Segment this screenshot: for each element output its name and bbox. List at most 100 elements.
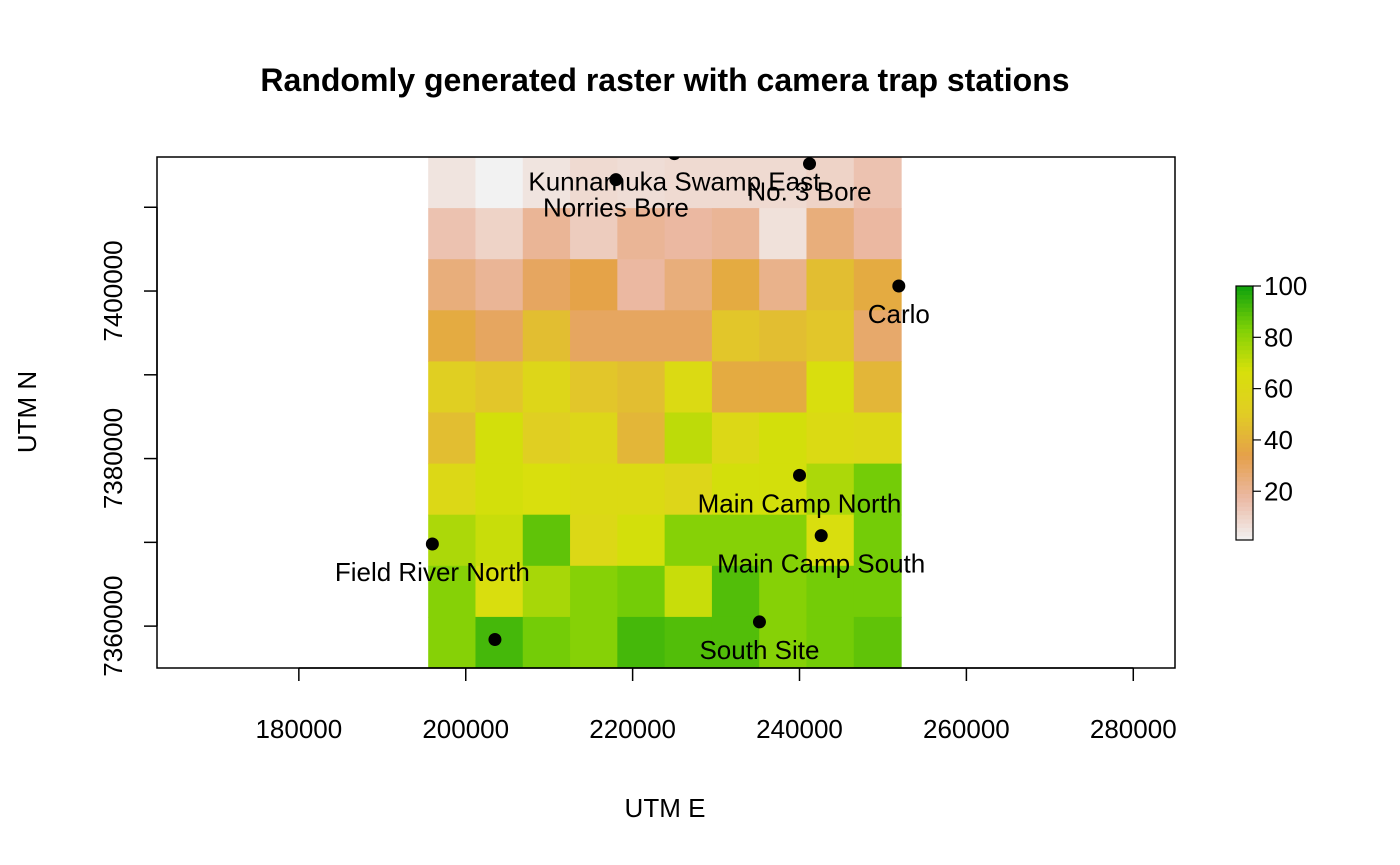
legend-color-step bbox=[1236, 421, 1253, 427]
raster-cell bbox=[522, 310, 571, 362]
raster-cell bbox=[570, 565, 618, 618]
raster-cell bbox=[617, 259, 666, 311]
raster-cell bbox=[664, 361, 713, 414]
raster-cell bbox=[806, 361, 855, 414]
legend-color-step bbox=[1236, 413, 1253, 418]
raster-cell bbox=[853, 412, 902, 465]
raster-cell bbox=[759, 310, 808, 362]
legend-color-step bbox=[1236, 396, 1253, 401]
station-point bbox=[892, 279, 906, 293]
legend-color-step bbox=[1236, 506, 1253, 511]
legend-color-step bbox=[1236, 480, 1253, 486]
color-legend: 20 40 60 80 100 bbox=[1235, 271, 1307, 541]
legend-color-step bbox=[1236, 319, 1253, 325]
x-tick-label: 220000 bbox=[589, 714, 676, 744]
x-axis-label: UTM E bbox=[625, 793, 706, 823]
legend-color-step bbox=[1236, 298, 1253, 304]
legend-color-step bbox=[1236, 404, 1253, 410]
raster-cell bbox=[475, 259, 524, 311]
legend-color-step bbox=[1236, 290, 1253, 296]
x-tick-label: 200000 bbox=[422, 714, 509, 744]
raster-cell bbox=[806, 514, 855, 567]
legend-color-step bbox=[1236, 336, 1253, 342]
legend-color-step bbox=[1236, 463, 1253, 469]
raster-cell bbox=[664, 412, 713, 465]
raster-cell bbox=[759, 565, 808, 618]
raster-cell bbox=[759, 361, 808, 414]
station-point bbox=[752, 615, 766, 629]
raster-cell bbox=[570, 310, 618, 362]
raster-cell bbox=[617, 157, 666, 209]
raster-cell bbox=[853, 157, 902, 209]
legend-color-step bbox=[1236, 425, 1253, 431]
raster-cell bbox=[806, 310, 855, 362]
legend-color-step bbox=[1236, 315, 1253, 321]
y-tick-label: 7360000 bbox=[98, 575, 128, 676]
raster-cell bbox=[806, 463, 855, 516]
raster-cell bbox=[617, 412, 666, 465]
raster-cell bbox=[428, 361, 477, 414]
raster-cell bbox=[570, 361, 618, 414]
raster-cell bbox=[617, 616, 666, 668]
raster-cell bbox=[711, 310, 760, 362]
raster-cell bbox=[664, 565, 713, 618]
legend-color-step bbox=[1236, 387, 1253, 393]
raster-cell bbox=[711, 514, 760, 567]
raster-cell bbox=[522, 616, 571, 668]
legend-color-step bbox=[1236, 341, 1253, 346]
raster-cell bbox=[853, 208, 902, 260]
x-tick-label: 240000 bbox=[756, 714, 843, 744]
legend-color-step bbox=[1236, 429, 1253, 435]
x-tick-label: 280000 bbox=[1090, 714, 1177, 744]
raster-cell bbox=[806, 616, 855, 668]
raster-cell bbox=[475, 565, 524, 618]
raster-cell bbox=[428, 259, 477, 311]
raster-cell bbox=[711, 565, 760, 618]
legend-color-step bbox=[1236, 455, 1253, 461]
raster-cell bbox=[570, 616, 618, 668]
raster-cell bbox=[475, 157, 524, 209]
station-point bbox=[814, 529, 828, 543]
station-point bbox=[425, 537, 439, 551]
legend-color-step bbox=[1236, 302, 1253, 308]
raster-cell bbox=[664, 514, 713, 567]
raster-cell bbox=[711, 412, 760, 465]
raster-cell bbox=[711, 616, 760, 668]
raster-cell bbox=[475, 310, 524, 362]
legend-color-step bbox=[1236, 468, 1253, 473]
raster-cell bbox=[428, 463, 477, 516]
raster-cell bbox=[428, 157, 477, 209]
legend-color-step bbox=[1236, 518, 1253, 524]
raster-cell bbox=[570, 208, 618, 260]
legend-color-step bbox=[1236, 294, 1253, 300]
station-point bbox=[488, 633, 502, 647]
legend-color-step bbox=[1236, 366, 1253, 372]
raster-cell bbox=[711, 259, 760, 311]
raster-cell bbox=[570, 412, 618, 465]
legend-color-step bbox=[1236, 328, 1253, 334]
y-axis-label: UTM N bbox=[12, 371, 42, 453]
raster-cell bbox=[853, 310, 902, 362]
legend-color-step bbox=[1236, 379, 1253, 384]
raster-cell bbox=[664, 259, 713, 311]
legend-color-step bbox=[1236, 531, 1253, 537]
legend-color-step bbox=[1236, 442, 1253, 448]
legend-color-step bbox=[1236, 523, 1253, 528]
station-point bbox=[793, 468, 807, 482]
raster-cell bbox=[853, 616, 902, 668]
raster-cell bbox=[428, 616, 477, 668]
raster-cell bbox=[711, 463, 760, 516]
station-label: Main Camp North bbox=[698, 488, 902, 518]
legend-color-step bbox=[1236, 400, 1253, 406]
raster-cell bbox=[570, 463, 618, 516]
legend-color-step bbox=[1236, 362, 1253, 368]
raster-cell bbox=[475, 208, 524, 260]
raster-cell bbox=[853, 463, 902, 516]
legend-color-step bbox=[1236, 501, 1253, 507]
raster-cell bbox=[570, 259, 618, 311]
legend-color-step bbox=[1236, 408, 1253, 414]
raster-cell bbox=[428, 412, 477, 465]
legend-color-step bbox=[1236, 476, 1253, 482]
legend-color-step bbox=[1236, 286, 1253, 291]
